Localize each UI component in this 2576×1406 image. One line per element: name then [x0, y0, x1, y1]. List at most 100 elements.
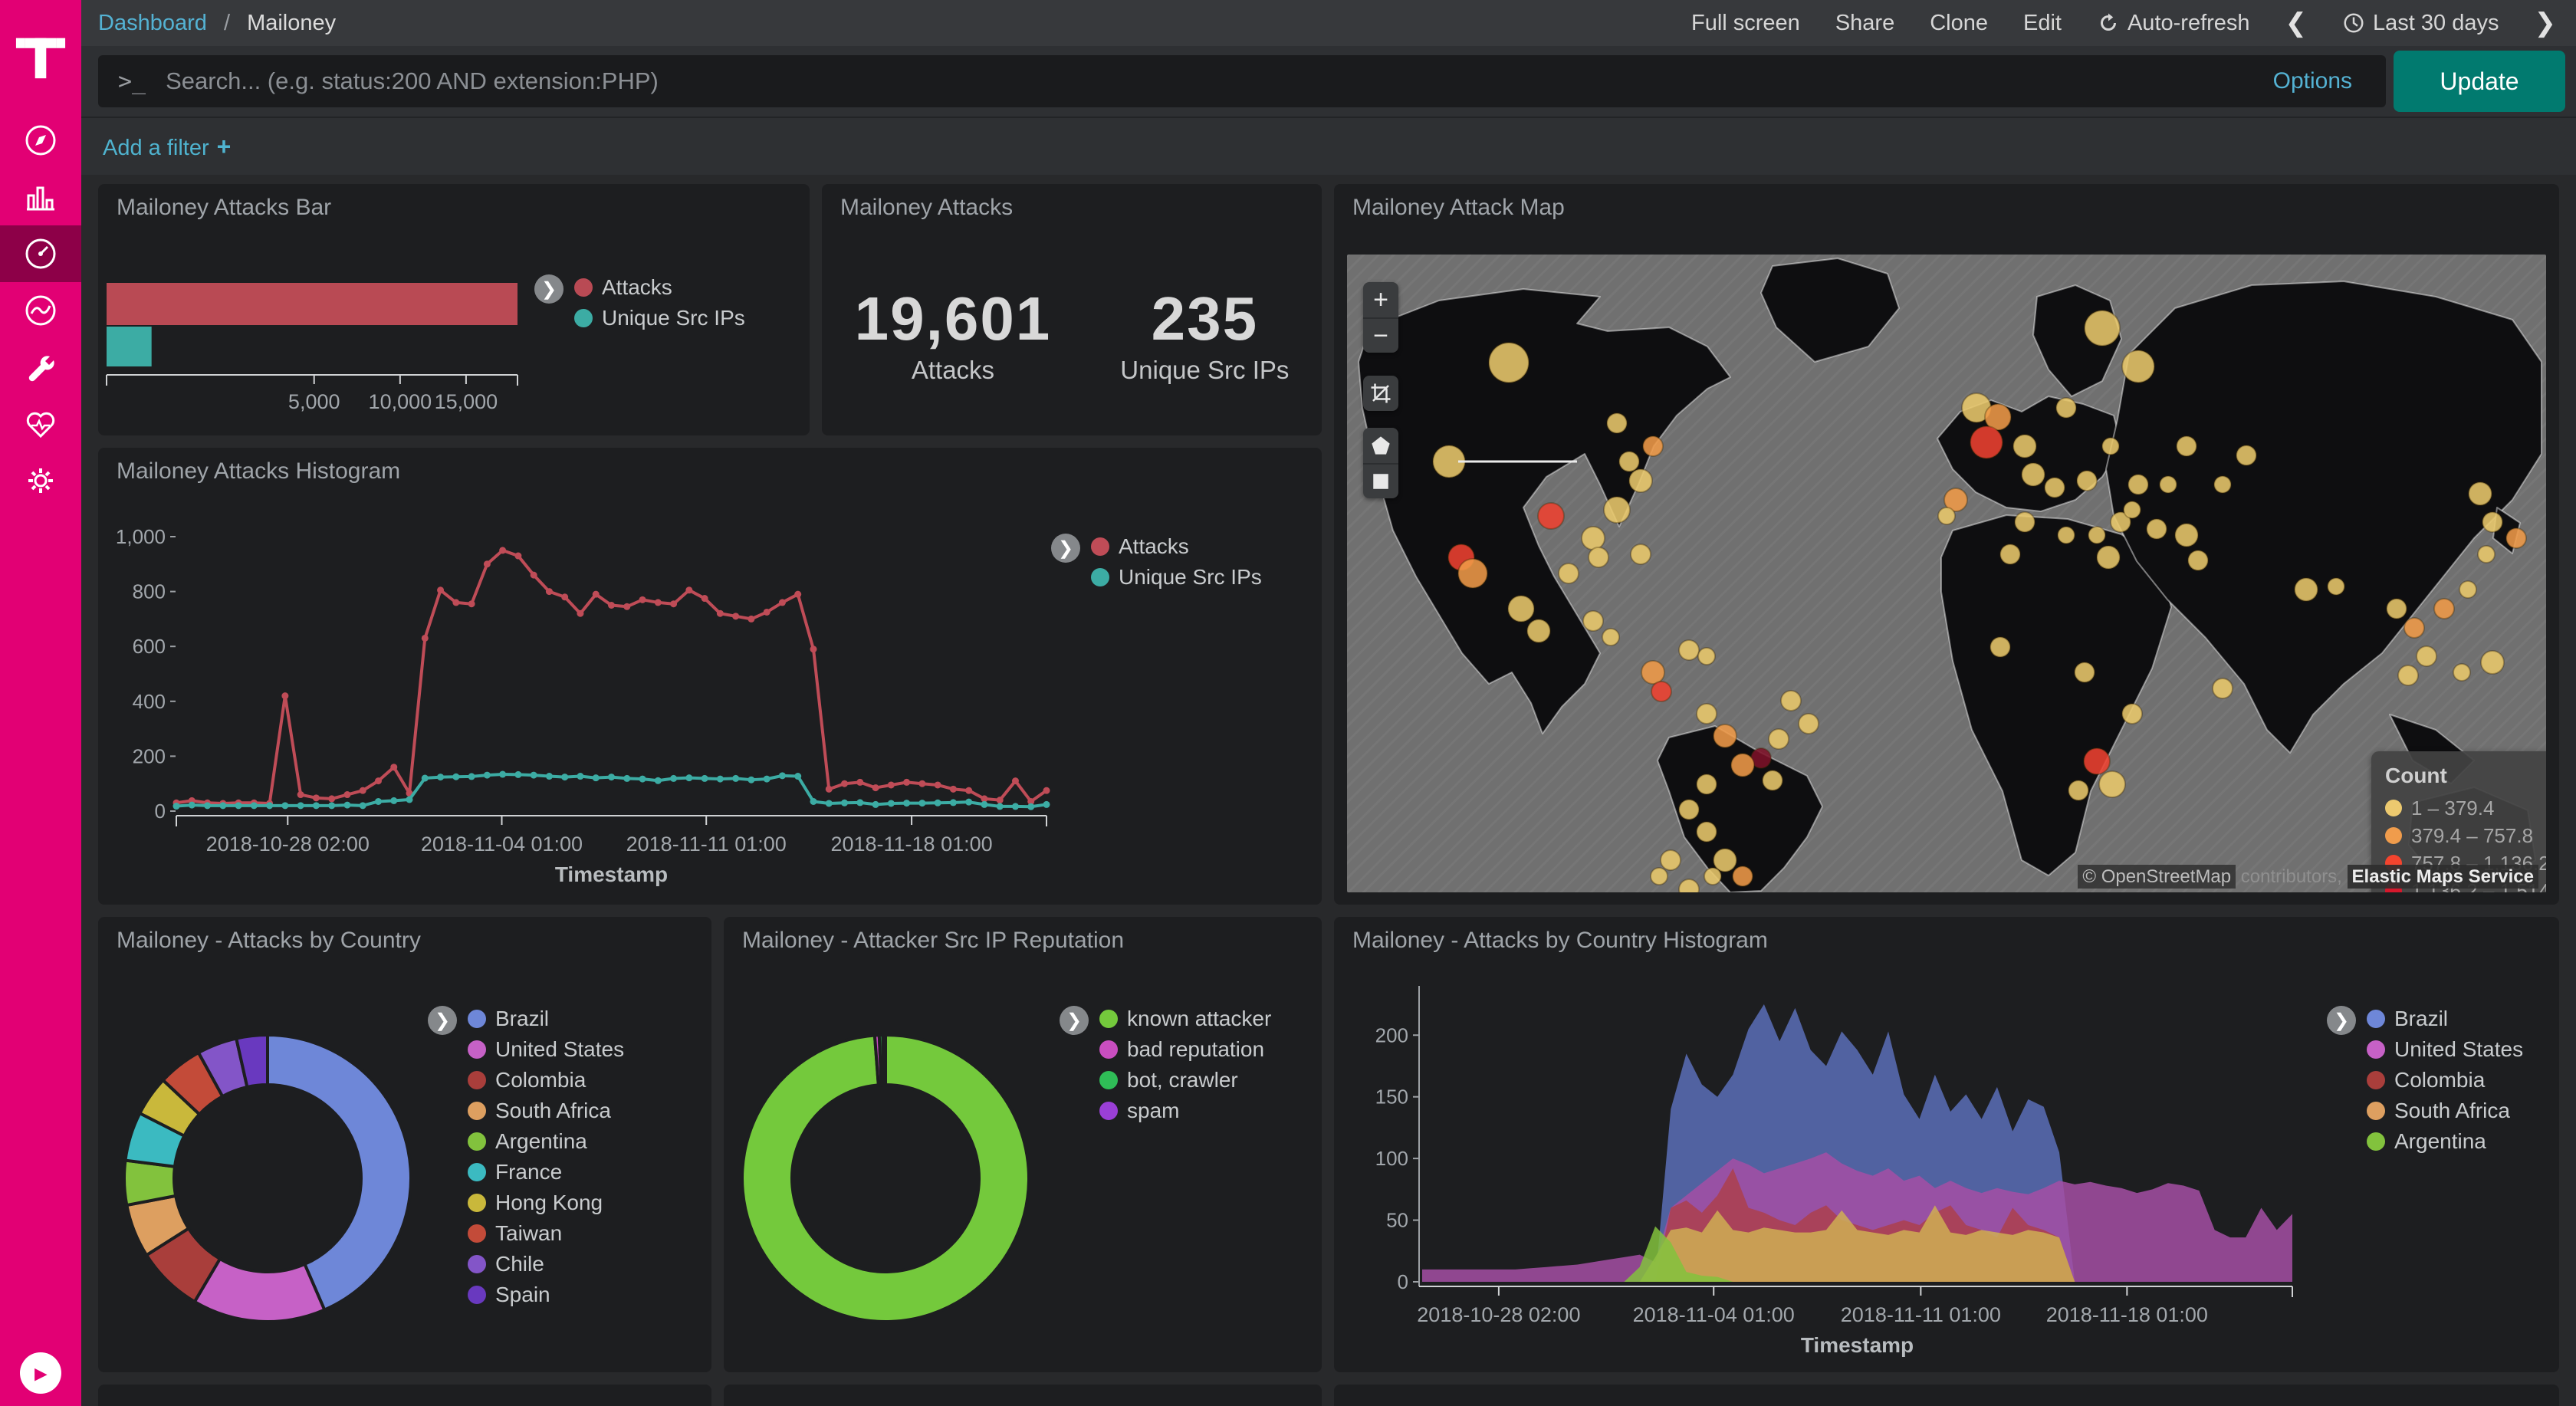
- time-range-picker[interactable]: Last 30 days: [2342, 11, 2499, 36]
- attack-bubble[interactable]: [2044, 477, 2065, 498]
- sidebar-item-dashboard-gauge[interactable]: [0, 225, 81, 282]
- breadcrumb-dashboard-link[interactable]: Dashboard: [98, 10, 207, 35]
- full-screen-button[interactable]: Full screen: [1691, 10, 1800, 35]
- search-input[interactable]: >_ Search... (e.g. status:200 AND extens…: [98, 55, 2386, 107]
- attack-bubble[interactable]: [1990, 636, 2011, 658]
- attack-bubble[interactable]: [2433, 598, 2455, 619]
- attack-bubble[interactable]: [2176, 435, 2197, 457]
- attack-bubble[interactable]: [1603, 496, 1631, 524]
- legend-item[interactable]: Argentina: [2367, 1128, 2523, 1155]
- attack-bubble[interactable]: [1630, 544, 1651, 565]
- attack-bubble[interactable]: [2397, 665, 2419, 686]
- attack-bubble[interactable]: [1678, 639, 1700, 661]
- legend-item[interactable]: United States: [468, 1036, 624, 1063]
- attack-bubble[interactable]: [1678, 879, 1700, 892]
- donut-slice-known-attacker[interactable]: [741, 1033, 1030, 1323]
- attack-bubble[interactable]: [2505, 527, 2527, 549]
- attack-bubble[interactable]: [1713, 848, 1737, 872]
- legend-item[interactable]: Colombia: [468, 1067, 624, 1093]
- zoom-out-button[interactable]: −: [1363, 317, 1398, 353]
- attack-bubble[interactable]: [2480, 650, 2505, 675]
- attack-bubble[interactable]: [1732, 866, 1753, 887]
- attack-bubble[interactable]: [2083, 747, 2111, 775]
- attack-bubble[interactable]: [1642, 435, 1664, 457]
- legend-item[interactable]: Taiwan: [468, 1220, 624, 1247]
- attack-bubble[interactable]: [1798, 713, 1819, 734]
- sidebar-collapse-toggle[interactable]: ▸: [20, 1352, 61, 1394]
- attack-bubble[interactable]: [2213, 475, 2232, 494]
- attack-bubble[interactable]: [1944, 488, 1968, 512]
- legend-toggle-button[interactable]: ❯: [2327, 1006, 2356, 1035]
- attack-bubble[interactable]: [1650, 867, 1668, 885]
- attack-bubble[interactable]: [2076, 470, 2098, 491]
- attack-bubble[interactable]: [1602, 628, 1620, 646]
- attack-bubble[interactable]: [2404, 617, 2425, 639]
- attack-bubble[interactable]: [1588, 547, 1609, 568]
- attack-bubble[interactable]: [1780, 690, 1802, 711]
- crop-icon[interactable]: [1363, 376, 1398, 411]
- legend-toggle-button[interactable]: ❯: [534, 274, 564, 304]
- attack-bubble[interactable]: [1537, 502, 1565, 530]
- attack-bubble[interactable]: [1999, 544, 2021, 565]
- attack-bubble[interactable]: [2110, 511, 2131, 533]
- world-map[interactable]: + − Count 1 – 379.4 379.4 – 757.8 757.8 – …: [1347, 255, 2546, 892]
- attack-bubble[interactable]: [1558, 563, 1579, 584]
- attack-bubble[interactable]: [2386, 598, 2407, 619]
- attack-bubble[interactable]: [2477, 545, 2496, 563]
- share-button[interactable]: Share: [1835, 10, 1895, 35]
- attack-bubble[interactable]: [1713, 724, 1737, 748]
- legend-item[interactable]: Attacks: [574, 274, 745, 301]
- legend-item[interactable]: Argentina: [468, 1128, 624, 1155]
- elastic-maps-attribution[interactable]: Elastic Maps Service: [2347, 865, 2538, 889]
- legend-item[interactable]: bad reputation: [1099, 1036, 1271, 1063]
- donut-slice-brazil[interactable]: [266, 1033, 412, 1312]
- attack-bubble[interactable]: [1696, 703, 1717, 724]
- attack-bubble[interactable]: [2057, 526, 2075, 544]
- t-mobile-logo[interactable]: [0, 14, 81, 98]
- attack-bubble[interactable]: [1488, 342, 1530, 383]
- panel-title[interactable]: Mailoney Attacks: [840, 195, 1014, 220]
- sidebar-item-wrench[interactable]: [0, 339, 81, 396]
- attack-bubble[interactable]: [1651, 681, 1672, 702]
- attack-bubble[interactable]: [2468, 481, 2492, 506]
- attack-bubble[interactable]: [2074, 662, 2095, 683]
- sidebar-item-gear[interactable]: [0, 452, 81, 509]
- time-back-button[interactable]: ❮: [2285, 8, 2308, 38]
- donut-slice-spain[interactable]: [234, 1033, 269, 1089]
- legend-item[interactable]: Brazil: [2367, 1006, 2523, 1032]
- legend-item[interactable]: bot, crawler: [1099, 1067, 1271, 1093]
- attack-bubble[interactable]: [1457, 558, 1488, 589]
- attack-bubble[interactable]: [1581, 526, 1605, 550]
- attack-bubble[interactable]: [2174, 523, 2199, 547]
- legend-toggle-button[interactable]: ❯: [1060, 1006, 1089, 1035]
- attack-bubble[interactable]: [1507, 595, 1535, 623]
- rectangle-draw-button[interactable]: [1363, 463, 1398, 498]
- attack-bubble[interactable]: [1606, 412, 1628, 434]
- legend-item[interactable]: United States: [2367, 1036, 2523, 1063]
- attack-bubble[interactable]: [2327, 577, 2345, 596]
- attack-bubble[interactable]: [1678, 799, 1700, 820]
- attack-bubble[interactable]: [2088, 526, 2106, 544]
- attack-bubble[interactable]: [2055, 397, 2077, 419]
- attack-bubble[interactable]: [2084, 310, 2121, 347]
- update-button[interactable]: Update: [2394, 51, 2565, 112]
- attack-bubble[interactable]: [2096, 545, 2121, 570]
- legend-toggle-button[interactable]: ❯: [1051, 534, 1080, 563]
- attack-bubble[interactable]: [2068, 780, 2089, 801]
- attack-bubble[interactable]: [1768, 728, 1789, 750]
- legend-item[interactable]: Chile: [468, 1251, 624, 1277]
- attack-bubble[interactable]: [2482, 511, 2503, 533]
- attack-bubble[interactable]: [1582, 610, 1604, 632]
- legend-item[interactable]: Spain: [468, 1282, 624, 1308]
- legend-item[interactable]: South Africa: [468, 1098, 624, 1124]
- attack-bubble[interactable]: [2013, 434, 2037, 458]
- attack-bubble[interactable]: [1970, 425, 2003, 459]
- attack-bubble[interactable]: [1641, 660, 1665, 685]
- attack-bubble[interactable]: [1762, 770, 1783, 791]
- auto-refresh-button[interactable]: Auto-refresh: [2097, 11, 2250, 36]
- sidebar-item-timelion[interactable]: [0, 282, 81, 339]
- sidebar-item-heartbeat[interactable]: [0, 396, 81, 452]
- legend-item[interactable]: Brazil: [468, 1006, 624, 1032]
- legend-item[interactable]: Colombia: [2367, 1067, 2523, 1093]
- panel-title[interactable]: Mailoney Attacks Histogram: [117, 458, 401, 484]
